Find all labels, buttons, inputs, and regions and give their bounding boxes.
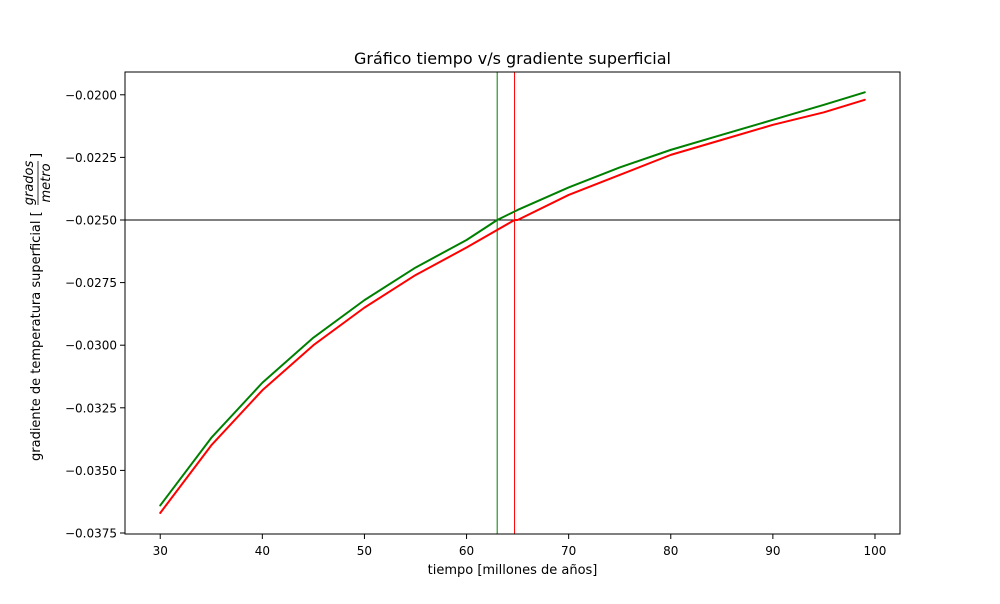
x-tick-label: 80 <box>663 544 678 558</box>
x-tick-label: 90 <box>765 544 780 558</box>
x-tick-label: 30 <box>153 544 168 558</box>
plot-frame <box>124 71 901 535</box>
chart-title: Gráfico tiempo v/s gradiente superficial <box>354 49 671 68</box>
x-tick-label: 100 <box>864 544 887 558</box>
x-tick-label: 50 <box>357 544 372 558</box>
x-axis-label: tiempo [millones de años] <box>428 563 598 578</box>
x-axis-ticks: 30 40 50 60 70 80 90 100 <box>153 534 887 558</box>
y-axis-label-suffix: ] <box>29 153 44 158</box>
y-tick-label: −0.0200 <box>65 88 117 102</box>
x-tick-label: 60 <box>459 544 474 558</box>
y-axis-label-text: gradiente de temperatura superficial [ <box>29 211 44 461</box>
y-axis-label-main: gradiente de temperatura superficial [ <box>29 211 44 461</box>
y-tick-label: −0.0325 <box>65 401 117 415</box>
reference-lines <box>125 72 900 534</box>
y-tick-label: −0.0375 <box>65 526 117 540</box>
x-tick-label: 70 <box>561 544 576 558</box>
series-line-1 <box>159 98 866 514</box>
y-axis-label-numerator: grados <box>22 161 37 206</box>
y-tick-label: −0.0300 <box>65 339 117 353</box>
x-tick-label: 40 <box>255 544 270 558</box>
y-tick-label: −0.0275 <box>65 276 117 290</box>
y-axis-label-denominator: metro <box>39 163 54 202</box>
series-line-0 <box>159 91 866 507</box>
y-axis-ticks: −0.0375 −0.0350 −0.0325 −0.0300 −0.0275 −0.02… <box>65 88 125 540</box>
y-tick-label: −0.0350 <box>65 464 117 478</box>
series-lines <box>159 91 866 514</box>
y-tick-label: −0.0225 <box>65 151 117 165</box>
y-tick-label: −0.0250 <box>65 213 117 227</box>
y-axis-label: gradiente de temperatura superficial [ g… <box>22 153 54 461</box>
